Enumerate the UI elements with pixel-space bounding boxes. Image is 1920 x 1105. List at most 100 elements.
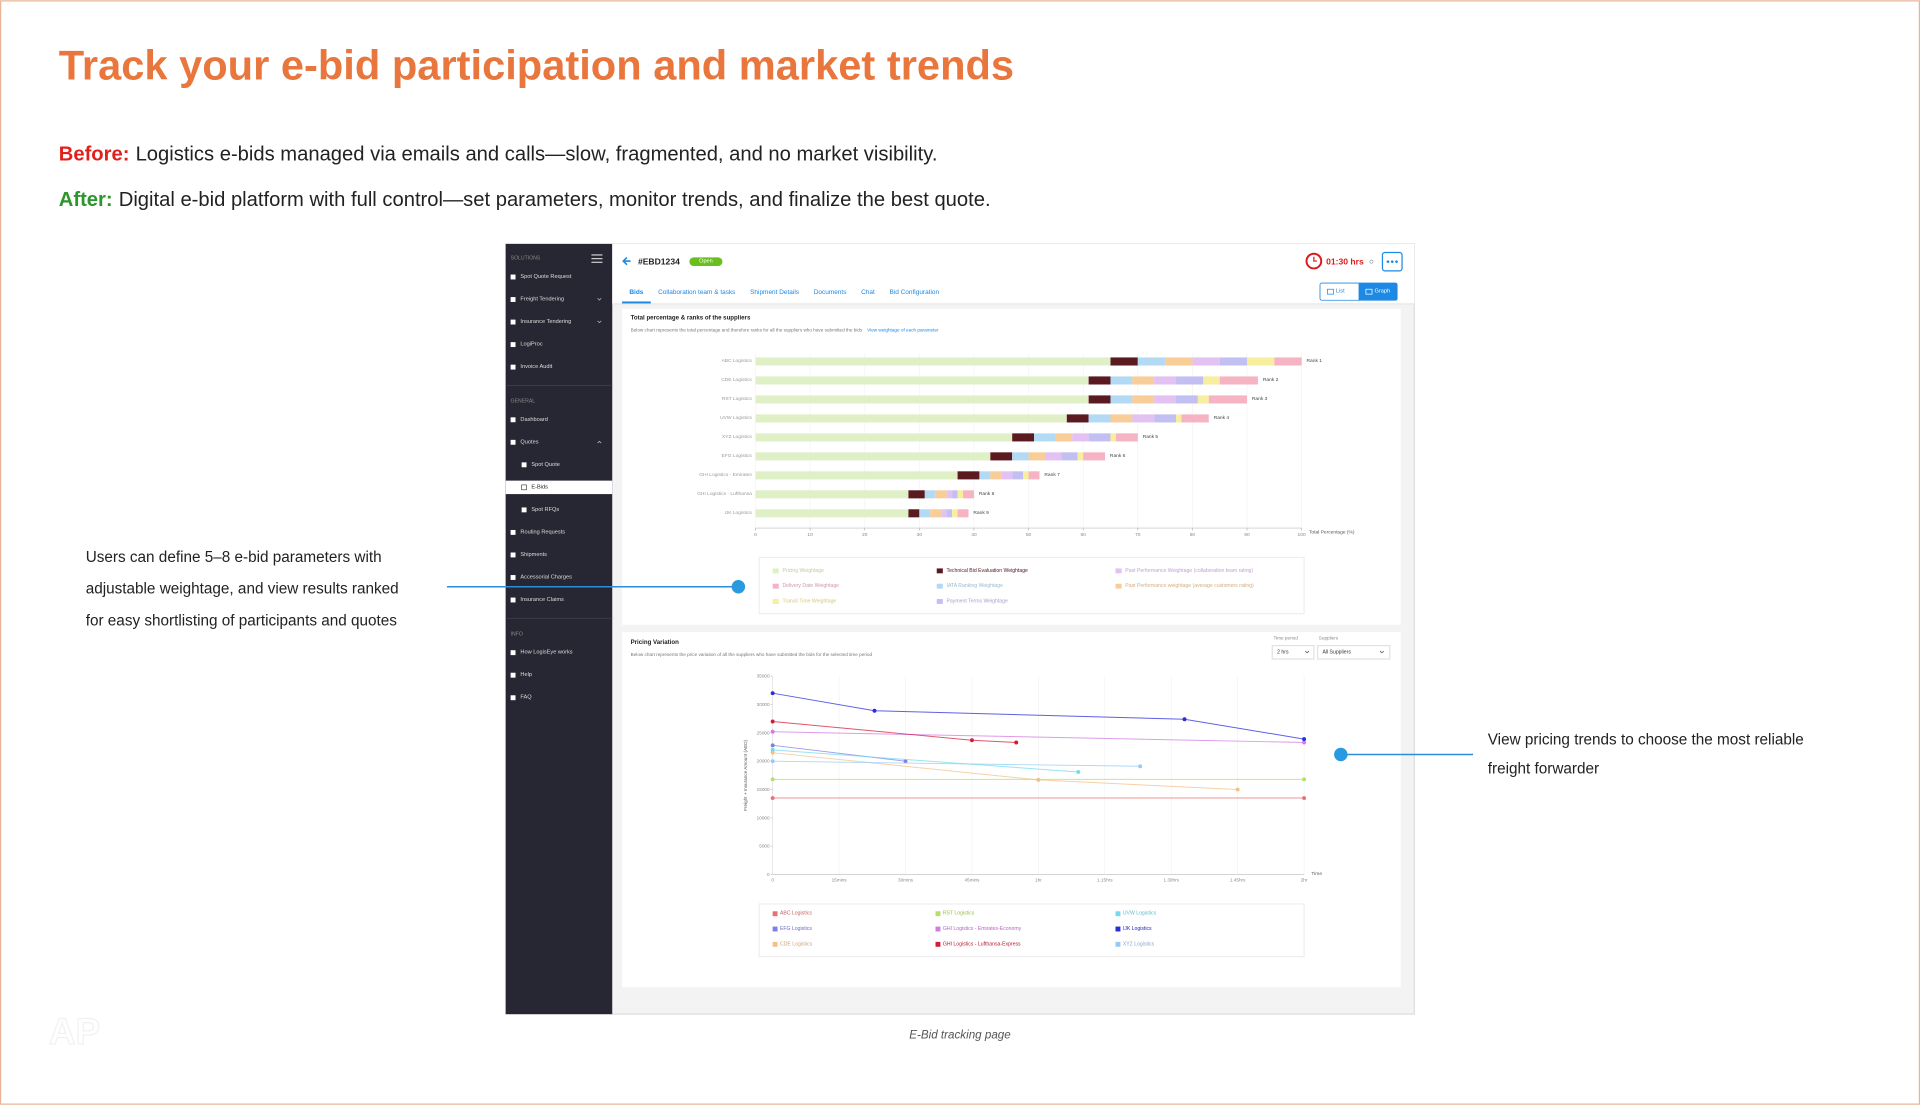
legend-label[interactable]: Past Performance weightage (average cust… [1125, 583, 1254, 589]
legend-label[interactable]: CDE Logistics [780, 941, 813, 947]
toggle-option[interactable]: List [1336, 289, 1345, 295]
price-point [1235, 787, 1240, 792]
legend-swatch [935, 926, 941, 932]
x-tick-label: 0 [754, 532, 757, 538]
y-tick-label: 30000 [757, 702, 770, 707]
tab[interactable]: Shipment Details [750, 289, 799, 296]
tab[interactable]: Documents [814, 289, 847, 296]
tab[interactable]: Chat [861, 289, 875, 296]
nav-item[interactable]: Quotes [520, 439, 538, 445]
price-point [770, 691, 775, 696]
nav-item[interactable]: Freight Tendering [520, 297, 564, 303]
nav-item[interactable]: FAQ [520, 695, 532, 701]
x-tick-label: 30mins [898, 878, 914, 883]
nav-item[interactable]: Spot RFQs [531, 507, 559, 513]
legend-label[interactable]: GHI Logistics - Lufthansa-Express [943, 941, 1021, 947]
nav-icon [510, 439, 516, 445]
nav-icon [510, 695, 516, 701]
nav-item[interactable]: Accessorial Charges [520, 574, 572, 580]
bar-segment [1154, 414, 1177, 423]
bar-segment [957, 490, 964, 499]
legend-label[interactable]: GHI Logistics - Emirates-Economy [943, 926, 1022, 932]
bar-segment [1192, 357, 1220, 366]
nav-item[interactable]: Spot Quote Request [520, 274, 571, 280]
legend-label[interactable]: EFG Logistics [780, 926, 812, 932]
nav-item[interactable]: Routing Requests [520, 529, 565, 535]
legend-label[interactable]: RST Logistics [943, 911, 975, 917]
bar-segment [1110, 433, 1116, 442]
legend-swatch [772, 568, 779, 574]
control-label: Time period [1273, 636, 1298, 641]
nav-item[interactable]: Dashboard [520, 417, 548, 423]
bar-segment [952, 490, 958, 499]
legend-swatch [1115, 926, 1121, 932]
nav-item[interactable]: Help [520, 672, 532, 678]
legend-label[interactable]: Pricing Weightage [782, 568, 824, 574]
toggle-option[interactable]: Graph [1374, 289, 1390, 295]
price-point [903, 759, 908, 764]
bar-segment [1088, 414, 1111, 423]
legend-label[interactable]: IJK Logistics [1123, 926, 1152, 932]
x-tick-label: 20 [862, 532, 868, 538]
legend-label[interactable]: UVW Logistics [1123, 911, 1157, 917]
card-title: Pricing Variation [631, 639, 679, 646]
legend-label[interactable]: Payment Terms Weightage [947, 598, 1008, 604]
category-label: CDE Logistics [721, 377, 752, 383]
legend-label[interactable]: Past Performance Weightage (collaboratio… [1125, 568, 1253, 574]
nav-item[interactable]: Spot Quote [531, 462, 559, 468]
suppliers-select[interactable] [1316, 644, 1391, 660]
bar-segment [1154, 395, 1177, 404]
bar-segment [1154, 376, 1177, 385]
bar-segment [1110, 357, 1138, 366]
x-axis-label: Total Percentage (%) [1309, 529, 1355, 535]
bar-segment [908, 509, 920, 518]
nav-item[interactable]: Invoice Audit [520, 364, 552, 370]
legend-label[interactable]: XYZ Logistics [1123, 941, 1155, 947]
legend-swatch [935, 941, 941, 947]
legend-box [758, 556, 1305, 615]
x-tick-label: 80 [1190, 532, 1196, 538]
x-tick-label: 90 [1244, 532, 1250, 538]
back-button[interactable] [622, 256, 631, 266]
legend-label[interactable]: Transit Time Weightage [782, 598, 836, 604]
nav-item[interactable]: How LogisEye works [520, 650, 572, 656]
legend-label[interactable]: IATA Ranking Weightage [947, 583, 1004, 589]
legend-label[interactable]: Delivery Date Weightage [782, 583, 839, 589]
category-label: IJK Logistics [724, 510, 752, 516]
sidebar-section-title: INFO [511, 631, 523, 637]
tab[interactable]: Bids [629, 289, 643, 296]
bar-segment [1203, 376, 1220, 385]
menu-icon[interactable] [591, 254, 603, 263]
price-point [1076, 769, 1081, 774]
time-period-select[interactable] [1271, 644, 1315, 660]
nav-item[interactable]: Shipments [520, 552, 547, 558]
pricing-chart: 0 15mins 30mins 45mins 1hr 1.15hrs 1.30hrs 1.45… [743, 674, 1322, 948]
legend-label[interactable]: Technical Bid Evaluation Weightage [947, 568, 1029, 574]
nav-item[interactable]: Insurance Tendering [520, 319, 571, 325]
after-text: Digital e-bid platform with full control… [119, 189, 991, 211]
x-tick-label: 1.30hrs [1163, 878, 1179, 883]
bar-segment [1247, 357, 1275, 366]
legend-label[interactable]: ABC Logistics [780, 911, 812, 917]
nav-item[interactable]: E-Bids [531, 484, 548, 490]
bar-segment [1115, 433, 1138, 442]
annotation-text: View pricing trends to choose the most r… [1488, 731, 1804, 748]
nav-item[interactable]: LogiProc [520, 342, 542, 348]
category-label: GHI Logistics - Lufthansa [697, 491, 752, 497]
tab[interactable]: Collaboration team & tasks [658, 289, 735, 296]
sidebar-section-title: GENERAL [511, 398, 536, 404]
bar-segment [1023, 471, 1029, 480]
sidebar-nav: SOLUTIONS Spot Quote Request Freight Tende… [505, 256, 613, 701]
weightage-link[interactable]: View weightage of each parameter [867, 327, 939, 332]
x-tick-label: 30 [917, 532, 923, 538]
toggle-icon [1365, 288, 1373, 295]
nav-item[interactable]: Insurance Claims [520, 597, 564, 603]
bar-segment [755, 357, 1111, 366]
bar-segment [1137, 357, 1166, 366]
tab[interactable]: Bid Configuration [889, 289, 939, 296]
bar-segment [1132, 414, 1155, 423]
nav-icon [510, 417, 516, 423]
card-title: Total percentage & ranks of the supplier… [631, 315, 751, 322]
card-subtitle: Below chart represents the total percent… [631, 327, 939, 332]
bar-segment [952, 509, 958, 518]
